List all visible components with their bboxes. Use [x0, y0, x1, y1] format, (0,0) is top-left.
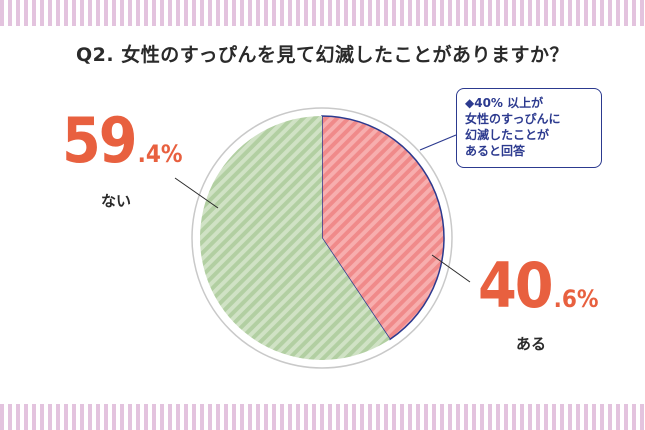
nai-percentage-integer: 59 [62, 104, 138, 177]
bottom-stripe-band [0, 404, 645, 430]
callout-line-3: 幻滅したことが [465, 128, 550, 142]
nai-percentage: 59 .4% [62, 110, 182, 172]
nai-percentage-decimal: .4% [137, 140, 183, 168]
nai-leader-line [174, 177, 219, 209]
callout-box: ◆40% 以上が 女性のすっぴんに 幻滅したことが あると回答 [456, 88, 602, 168]
nai-answer-label: ない [101, 192, 132, 210]
callout-leader-line [419, 134, 457, 151]
ari-answer-label: ある [516, 335, 547, 353]
ari-percentage-integer: 40 [478, 249, 554, 322]
pie-slice-nai [199, 116, 390, 360]
callout-line-2: 女性のすっぴんに [465, 112, 561, 126]
question-title: Q2. 女性のすっぴんを見て幻滅したことがありますか？ [76, 44, 569, 66]
ari-leader-line [431, 254, 471, 283]
callout-line-4: あると回答 [465, 144, 526, 158]
pie-slice-ari [321, 115, 445, 341]
callout-line-1: ◆40% 以上が [465, 96, 544, 110]
top-stripe-band [0, 0, 645, 26]
ari-percentage: 40 .6% [478, 255, 598, 317]
ari-percentage-decimal: .6% [553, 285, 599, 313]
